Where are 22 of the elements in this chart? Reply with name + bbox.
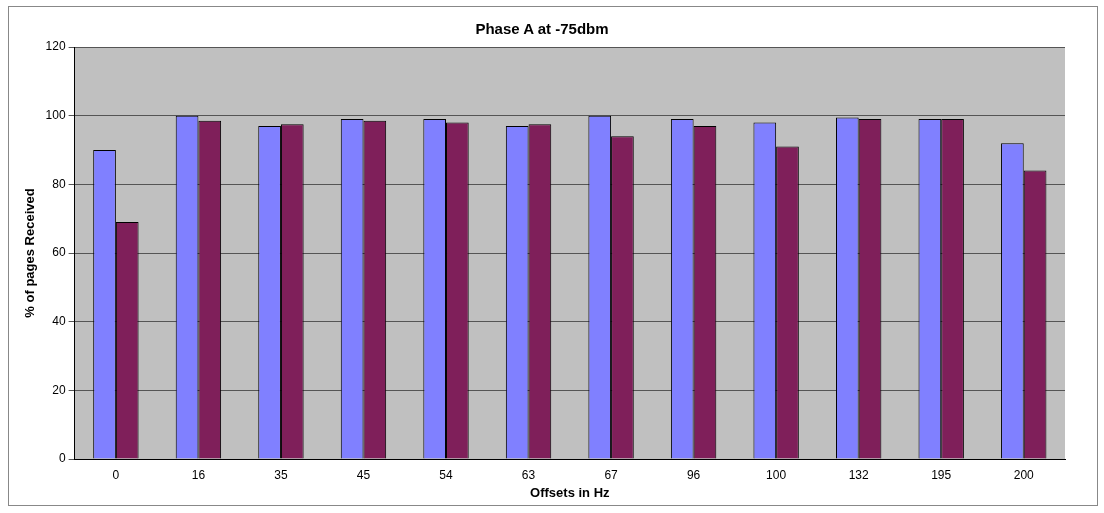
x-tick-label: 100 <box>766 467 787 482</box>
y-axis-title: % of pages Received <box>22 188 38 318</box>
x-axis-title: Offsets in Hz <box>530 484 611 500</box>
x-tick-label: 45 <box>356 467 371 482</box>
y-tick-label: 40 <box>52 313 66 328</box>
y-tick-label: 120 <box>45 39 66 54</box>
x-tick-label: 132 <box>848 467 869 482</box>
x-tick-label: 63 <box>521 467 536 482</box>
y-tick-label: 0 <box>58 451 66 466</box>
x-tick-label: 54 <box>439 467 454 482</box>
x-tick-label: 35 <box>274 467 288 482</box>
y-tick-label: 20 <box>52 382 66 397</box>
x-tick-label: 200 <box>1013 467 1035 482</box>
x-tick-label: 16 <box>191 467 206 482</box>
x-tick-label: 195 <box>931 467 952 482</box>
y-tick-label: 60 <box>52 245 66 260</box>
x-tick-label: 96 <box>686 467 701 482</box>
y-tick-label: 100 <box>45 107 66 122</box>
y-tick-label: 80 <box>52 176 66 191</box>
x-tick-label: 67 <box>604 467 619 482</box>
chart-title: Phase A at -75dbm <box>475 20 609 38</box>
x-tick-label: 0 <box>112 467 120 482</box>
